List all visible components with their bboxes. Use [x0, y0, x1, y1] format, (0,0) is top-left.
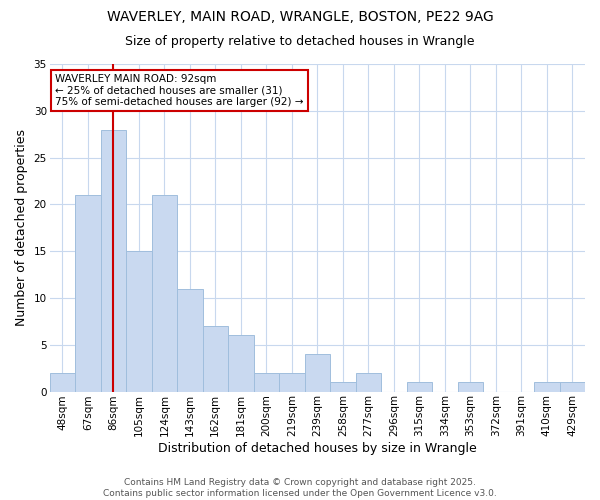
- Bar: [152, 195, 177, 392]
- X-axis label: Distribution of detached houses by size in Wrangle: Distribution of detached houses by size …: [158, 442, 476, 455]
- Bar: [254, 373, 279, 392]
- Text: WAVERLEY MAIN ROAD: 92sqm
← 25% of detached houses are smaller (31)
75% of semi-: WAVERLEY MAIN ROAD: 92sqm ← 25% of detac…: [55, 74, 304, 107]
- Bar: [305, 354, 330, 392]
- Bar: [356, 373, 381, 392]
- Bar: [101, 130, 126, 392]
- Bar: [126, 251, 152, 392]
- Text: WAVERLEY, MAIN ROAD, WRANGLE, BOSTON, PE22 9AG: WAVERLEY, MAIN ROAD, WRANGLE, BOSTON, PE…: [107, 10, 493, 24]
- Bar: [534, 382, 560, 392]
- Text: Contains HM Land Registry data © Crown copyright and database right 2025.
Contai: Contains HM Land Registry data © Crown c…: [103, 478, 497, 498]
- Bar: [203, 326, 228, 392]
- Bar: [458, 382, 483, 392]
- Bar: [50, 373, 75, 392]
- Bar: [228, 336, 254, 392]
- Bar: [330, 382, 356, 392]
- Bar: [177, 288, 203, 392]
- Text: Size of property relative to detached houses in Wrangle: Size of property relative to detached ho…: [125, 35, 475, 48]
- Bar: [279, 373, 305, 392]
- Bar: [75, 195, 101, 392]
- Bar: [407, 382, 432, 392]
- Y-axis label: Number of detached properties: Number of detached properties: [15, 130, 28, 326]
- Bar: [560, 382, 585, 392]
